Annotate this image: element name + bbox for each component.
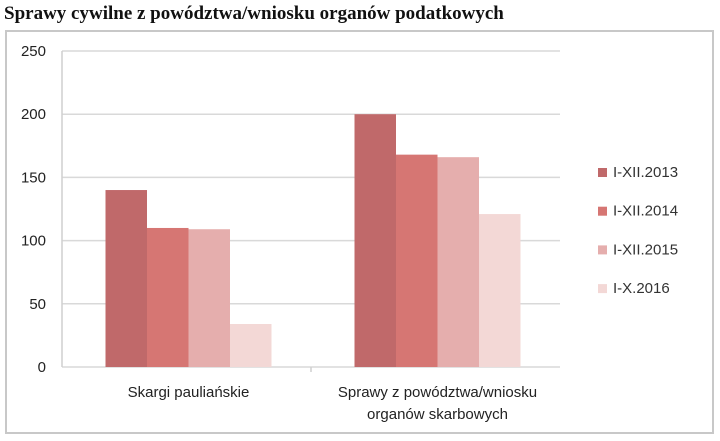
x-category-label: Skargi pauliańskie xyxy=(128,384,250,401)
y-tick-label: 50 xyxy=(29,296,46,313)
legend-label: I-X.2016 xyxy=(613,280,670,297)
legend-swatch xyxy=(598,284,607,294)
legend-label: I-XII.2014 xyxy=(613,203,678,220)
bar xyxy=(354,114,396,367)
x-category-label: organów skarbowych xyxy=(367,406,508,423)
legend-swatch xyxy=(598,168,607,177)
y-tick-label: 100 xyxy=(21,233,46,250)
bar xyxy=(188,229,230,367)
chart-frame xyxy=(5,30,714,434)
y-tick-label: 150 xyxy=(21,169,46,186)
bar xyxy=(230,324,272,367)
y-tick-label: 0 xyxy=(38,359,46,376)
legend-swatch xyxy=(598,245,607,255)
bar xyxy=(147,227,189,367)
bar xyxy=(396,154,438,367)
legend-label: I-XII.2013 xyxy=(613,164,678,181)
y-tick-label: 250 xyxy=(21,43,46,60)
legend-swatch xyxy=(598,206,607,216)
x-category-label: Sprawy z powództwa/wniosku xyxy=(338,384,537,401)
bar xyxy=(105,190,147,367)
bar xyxy=(479,214,521,367)
chart-title: Sprawy cywilne z powództwa/wniosku organ… xyxy=(4,3,504,24)
bar xyxy=(437,157,479,367)
legend-label: I-XII.2015 xyxy=(613,241,678,258)
y-tick-label: 200 xyxy=(21,106,46,123)
